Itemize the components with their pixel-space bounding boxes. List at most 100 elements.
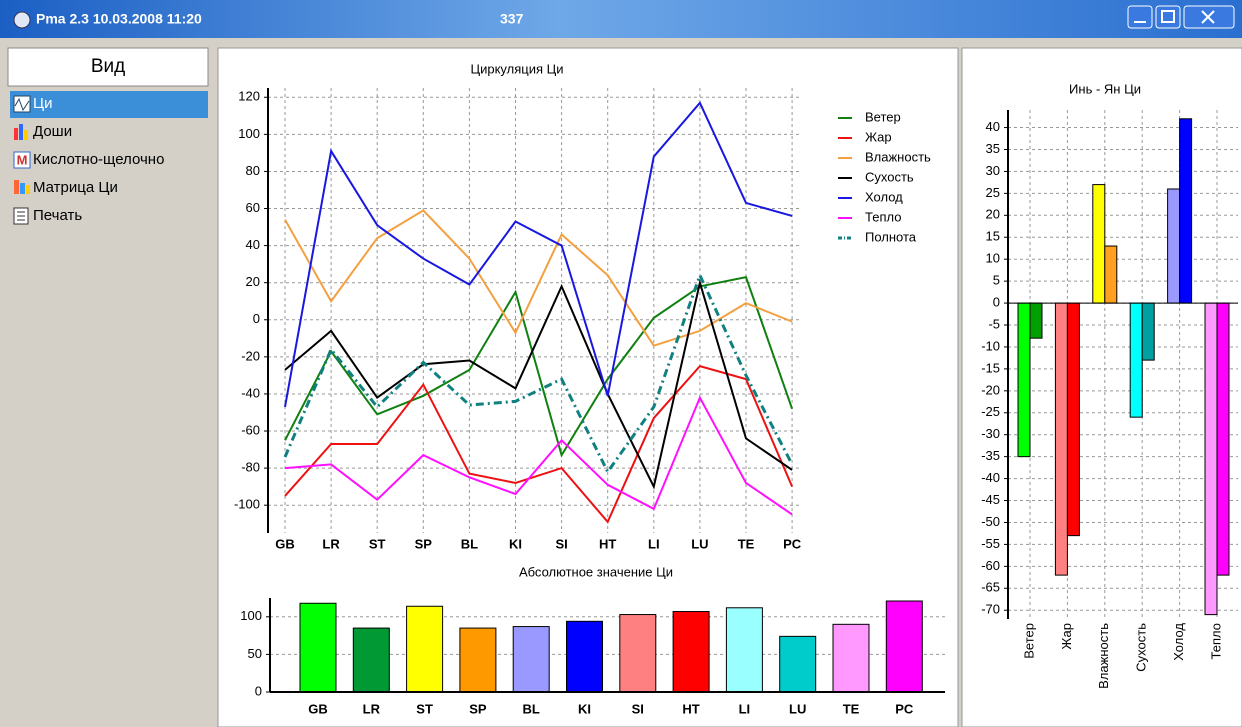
bar (1204, 302, 1218, 616)
bar (1167, 188, 1181, 304)
x-tick-label: SI (632, 701, 644, 716)
bar (352, 627, 390, 693)
y-tick-label: -5 (988, 316, 1000, 331)
bar (566, 620, 603, 693)
y-tick-label: 15 (986, 229, 1000, 244)
x-tick-label: SP (469, 701, 487, 716)
y-tick-label: -30 (981, 426, 1000, 441)
bar (1029, 302, 1043, 339)
x-tick-label: BL (523, 701, 540, 716)
y-tick-label: 40 (246, 237, 260, 252)
y-tick-label: -55 (981, 536, 1000, 551)
chart-title: Циркуляция Ци (470, 61, 563, 76)
bar (885, 600, 923, 693)
bar (619, 614, 657, 693)
x-tick-label: LI (739, 701, 751, 716)
x-tick-label: TE (843, 701, 860, 716)
y-tick-label: 40 (986, 119, 1000, 134)
bar (1141, 302, 1155, 361)
x-tick-label: KI (509, 536, 522, 551)
y-tick-label: -65 (981, 580, 1000, 595)
y-tick-label: -40 (981, 470, 1000, 485)
y-tick-label: 0 (255, 683, 262, 698)
sidebar-icons: M (13, 95, 31, 225)
bar (1066, 302, 1080, 537)
legend-label: Полнота (865, 229, 917, 244)
sidebar-item[interactable]: Кислотно-щелочно (33, 151, 164, 168)
x-tick-label: GB (308, 701, 328, 716)
sidebar-header[interactable] (7, 47, 209, 87)
y-tick-label: -40 (241, 385, 260, 400)
series-line (284, 395, 793, 516)
x-tick-label: HT (682, 701, 699, 716)
legend-label: Холод (865, 189, 903, 204)
legend-label: Ветер (865, 109, 901, 124)
x-tick-label: BL (461, 536, 478, 551)
maximize-button[interactable] (1155, 5, 1181, 29)
y-tick-label: -15 (981, 360, 1000, 375)
x-tick-label: GB (275, 536, 295, 551)
window-title: Pma 2.3 10.03.2008 11:20 (36, 11, 202, 27)
x-tick-label: PC (783, 536, 802, 551)
bar (1104, 245, 1118, 304)
sidebar-item[interactable]: Печать (33, 207, 82, 224)
series-line (284, 364, 794, 524)
x-tick-label: LI (648, 536, 660, 551)
y-tick-label: 25 (986, 185, 1000, 200)
x-tick-label: ST (416, 701, 433, 716)
chart-title: Инь - Ян Ци (1069, 81, 1141, 96)
bar (672, 611, 710, 693)
bar (512, 626, 550, 693)
x-tick-label: LU (691, 536, 708, 551)
y-tick-label: 35 (986, 141, 1000, 156)
x-tick-label: TE (738, 536, 755, 551)
sidebar-item[interactable]: Матрица Ци (33, 179, 118, 196)
sidebar-item[interactable]: Ци (33, 95, 52, 112)
legend-label: Жар (865, 129, 892, 144)
x-tick-label: Влажность (1096, 623, 1111, 689)
chart-title: Абсолютное значение Ци (519, 564, 673, 579)
bar (1092, 184, 1106, 304)
bar (299, 602, 337, 693)
selected-item-bg (10, 91, 208, 118)
y-tick-label: 20 (246, 274, 260, 289)
y-tick-label: 100 (238, 126, 260, 141)
x-tick-label: Жар (1059, 623, 1074, 650)
bar (1017, 302, 1031, 458)
series-line (284, 100, 793, 408)
y-tick-label: -10 (981, 338, 1000, 353)
y-tick-label: -100 (234, 497, 260, 512)
y-tick-label: -80 (241, 460, 260, 475)
y-tick-label: 10 (986, 251, 1000, 266)
x-tick-label: LR (322, 536, 340, 551)
x-tick-label: SP (415, 536, 433, 551)
y-tick-label: -60 (241, 422, 260, 437)
bar (779, 635, 817, 693)
y-tick-label: 5 (993, 273, 1000, 288)
y-tick-label: -60 (981, 558, 1000, 573)
legend-label: Сухость (865, 169, 914, 184)
x-tick-label: LU (789, 701, 806, 716)
y-tick-label: -50 (981, 514, 1000, 529)
x-tick-label: ST (369, 536, 386, 551)
x-tick-label: Холод (1171, 623, 1186, 661)
x-tick-label: HT (599, 536, 616, 551)
x-tick-label: KI (578, 701, 591, 716)
sidebar-item[interactable]: Доши (33, 123, 72, 140)
sidebar-header-text: Вид (91, 56, 125, 77)
y-tick-label: -25 (981, 404, 1000, 419)
bar (406, 605, 444, 693)
minimize-button[interactable] (1127, 5, 1153, 29)
y-tick-label: -20 (241, 348, 260, 363)
legend-label: Тепло (865, 209, 901, 224)
bar (1054, 302, 1068, 576)
caption-fragment: 337 (500, 11, 524, 27)
y-tick-label: -45 (981, 492, 1000, 507)
y-tick-label: 60 (246, 200, 260, 215)
y-tick-label: 30 (986, 163, 1000, 178)
bar (1216, 302, 1230, 576)
x-tick-label: PC (895, 701, 914, 716)
bar (1179, 118, 1193, 304)
